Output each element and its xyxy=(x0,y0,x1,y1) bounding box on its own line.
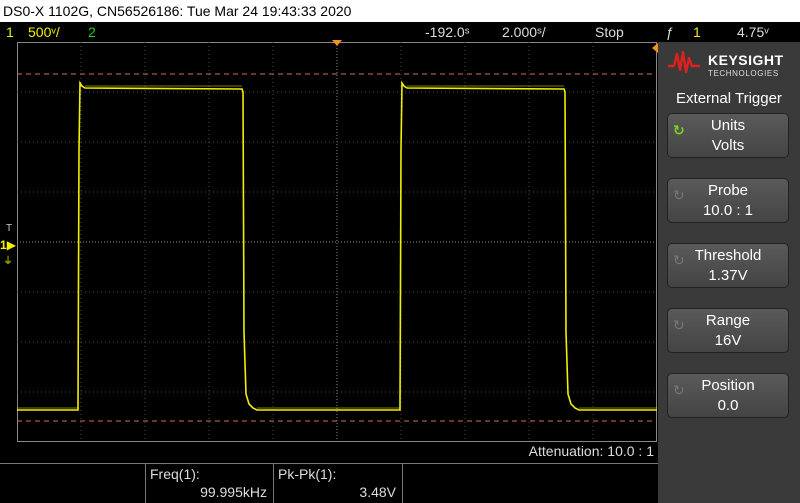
softkey-probe-value: 10.0 : 1 xyxy=(702,202,754,219)
rotate-knob-icon: ↻ xyxy=(673,187,685,203)
ground-icon: ⏚ xyxy=(3,256,13,267)
menu-title: External Trigger xyxy=(676,90,782,107)
softkey-position-value: 0.0 xyxy=(717,397,739,414)
trigger-marker-right[interactable] xyxy=(652,43,658,53)
channel2-number[interactable]: 2 xyxy=(88,24,96,40)
waveform-display[interactable] xyxy=(17,40,657,442)
channel1-waveform xyxy=(17,80,657,411)
channel1-ground-label: 1 xyxy=(0,238,7,252)
rotate-knob-icon: ↻ xyxy=(673,252,685,268)
softkey-probe-label: Probe xyxy=(707,182,749,199)
measurement-freq-value: 99.995kHz xyxy=(200,484,267,500)
timebase[interactable]: 2.000ˢ/ xyxy=(502,24,546,40)
softkey-range[interactable]: ↻ Range 16V xyxy=(667,308,789,353)
measurement-pkpk[interactable]: Pk-Pk(1): 3.48V xyxy=(273,464,403,503)
softkey-range-value: 16V xyxy=(714,332,742,349)
time-offset[interactable]: -192.0ˢ xyxy=(425,24,470,40)
rotate-knob-icon: ↻ xyxy=(673,122,685,138)
rotate-knob-icon: ↻ xyxy=(673,317,685,333)
ground-arrow-icon: ▶ xyxy=(6,238,16,252)
trigger-position-marker[interactable] xyxy=(332,40,342,46)
keysight-logo: KEYSIGHT TECHNOLOGIES xyxy=(666,48,794,84)
softkey-units-value: Volts xyxy=(711,137,745,154)
softkey-threshold-value: 1.37V xyxy=(708,267,748,284)
measurement-pkpk-label: Pk-Pk(1): xyxy=(278,466,337,482)
rotate-knob-icon: ↻ xyxy=(673,382,685,398)
rising-edge-trigger-icon: ƒ xyxy=(666,24,674,40)
softkey-units[interactable]: ↻ Units Volts xyxy=(667,113,789,158)
measurement-freq-label: Freq(1): xyxy=(150,466,200,482)
brand-name: KEYSIGHT xyxy=(708,52,784,68)
trigger-level-marker[interactable]: T xyxy=(6,223,13,234)
measurement-pkpk-value: 3.48V xyxy=(359,484,396,500)
keysight-wave-icon xyxy=(668,50,700,74)
brand-subtitle: TECHNOLOGIES xyxy=(708,69,779,78)
channel1-number[interactable]: 1 xyxy=(6,24,14,40)
trigger-source[interactable]: 1 xyxy=(693,24,701,40)
status-bar: 1 500ᵛ/ 2 -192.0ˢ 2.000ˢ/ Stop ƒ 1 4.75ᵛ xyxy=(0,22,800,42)
window-title: DS0-X 1102G, CN56526186: Tue Mar 24 19:4… xyxy=(0,0,800,22)
attenuation-readout: Attenuation: 10.0 : 1 xyxy=(528,443,654,459)
divider xyxy=(0,463,660,464)
softkey-panel: KEYSIGHT TECHNOLOGIES External Trigger ↻… xyxy=(658,42,800,503)
waveform-graticule xyxy=(17,42,657,442)
softkey-units-label: Units xyxy=(710,117,746,134)
channel1-scale[interactable]: 500ᵛ/ xyxy=(28,24,60,40)
trigger-level[interactable]: 4.75ᵛ xyxy=(737,24,769,40)
measurement-freq[interactable]: Freq(1): 99.995kHz xyxy=(145,464,273,503)
measurement-area: Attenuation: 10.0 : 1 Freq(1): 99.995kHz… xyxy=(0,442,660,503)
run-state[interactable]: Stop xyxy=(595,24,624,40)
softkey-threshold[interactable]: ↻ Threshold 1.37V xyxy=(667,243,789,288)
softkey-probe[interactable]: ↻ Probe 10.0 : 1 xyxy=(667,178,789,223)
softkey-position[interactable]: ↻ Position 0.0 xyxy=(667,373,789,418)
softkey-threshold-label: Threshold xyxy=(694,247,762,264)
channel1-ground-marker[interactable]: 1▶ xyxy=(0,238,16,252)
softkey-position-label: Position xyxy=(701,377,755,394)
softkey-range-label: Range xyxy=(705,312,751,329)
